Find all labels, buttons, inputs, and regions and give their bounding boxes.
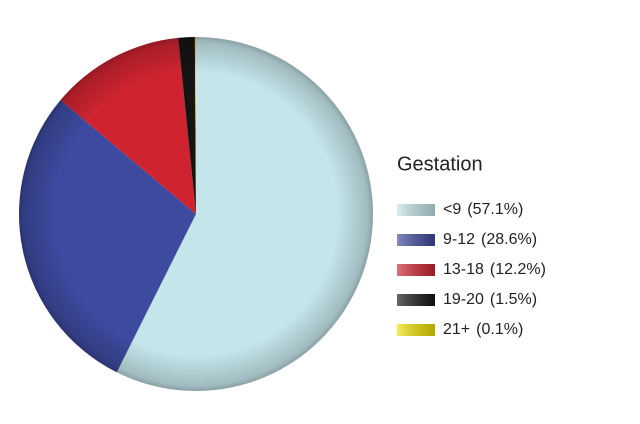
legend-category: 21+ [443,321,470,338]
legend-value: (1.5%) [490,291,537,308]
legend-label: 13-18 (12.2%) [443,261,546,278]
legend-label: <9 (57.1%) [443,201,523,218]
legend-value: (0.1%) [476,321,523,338]
legend-swatch-shade [397,204,435,216]
legend-category: 13-18 [443,261,484,278]
legend-swatch-shade [397,294,435,306]
legend-value: (28.6%) [481,231,537,248]
legend-category: 9-12 [443,231,475,248]
pie [18,37,373,391]
legend-category: 19-20 [443,291,484,308]
legend-title: Gestation [397,153,483,175]
legend-value: (12.2%) [490,261,546,278]
legend-category: <9 [443,201,461,218]
legend-swatch-shade [397,324,435,336]
legend: <9 (57.1%) 9-12 (28.6%) 13-18 (12.2%) 19-20 (1.… [397,201,546,338]
legend-label: 9-12 (28.6%) [443,231,537,248]
legend-label: 21+ (0.1%) [443,321,523,338]
legend-label: 19-20 (1.5%) [443,291,537,308]
legend-swatch-shade [397,234,435,246]
legend-value: (57.1%) [467,201,523,218]
legend-swatch-shade [397,264,435,276]
